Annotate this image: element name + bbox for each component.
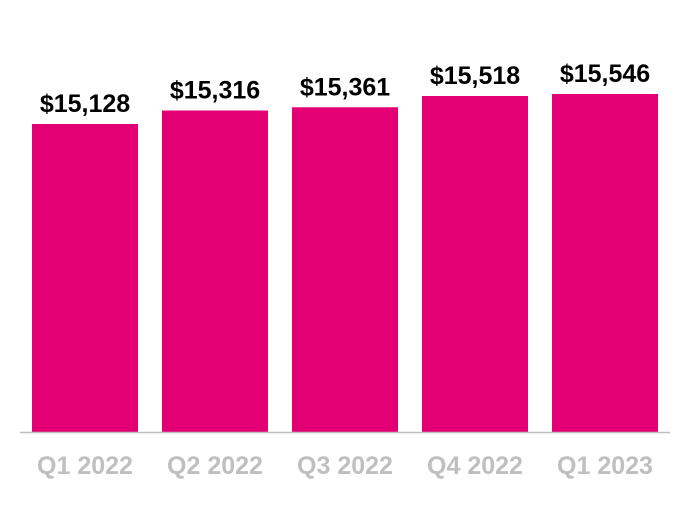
bar-q1-2023 [552,94,658,432]
x-tick-label: Q3 2022 [297,452,393,480]
data-labels-layer: $15,128 $15,316 $15,361 $15,518 $15,546 [40,60,650,118]
x-tick-label: Q2 2022 [167,452,263,480]
x-tick-label: Q1 2023 [557,452,653,480]
x-tick-labels-layer: Q1 2022 Q2 2022 Q3 2022 Q4 2022 Q1 2023 [37,452,653,480]
bars-layer [32,94,658,433]
data-label: $15,361 [300,73,390,101]
data-label: $15,518 [430,62,520,90]
bar-q1-2022 [32,124,138,432]
bar-q4-2022 [422,96,528,432]
data-label: $15,316 [170,77,260,105]
x-tick-label: Q1 2022 [37,452,133,480]
bar-q3-2022 [292,107,398,432]
data-label: $15,546 [560,60,650,88]
x-tick-label: Q4 2022 [427,452,523,480]
bar-q2-2022 [162,110,268,433]
data-label: $15,128 [40,90,130,118]
